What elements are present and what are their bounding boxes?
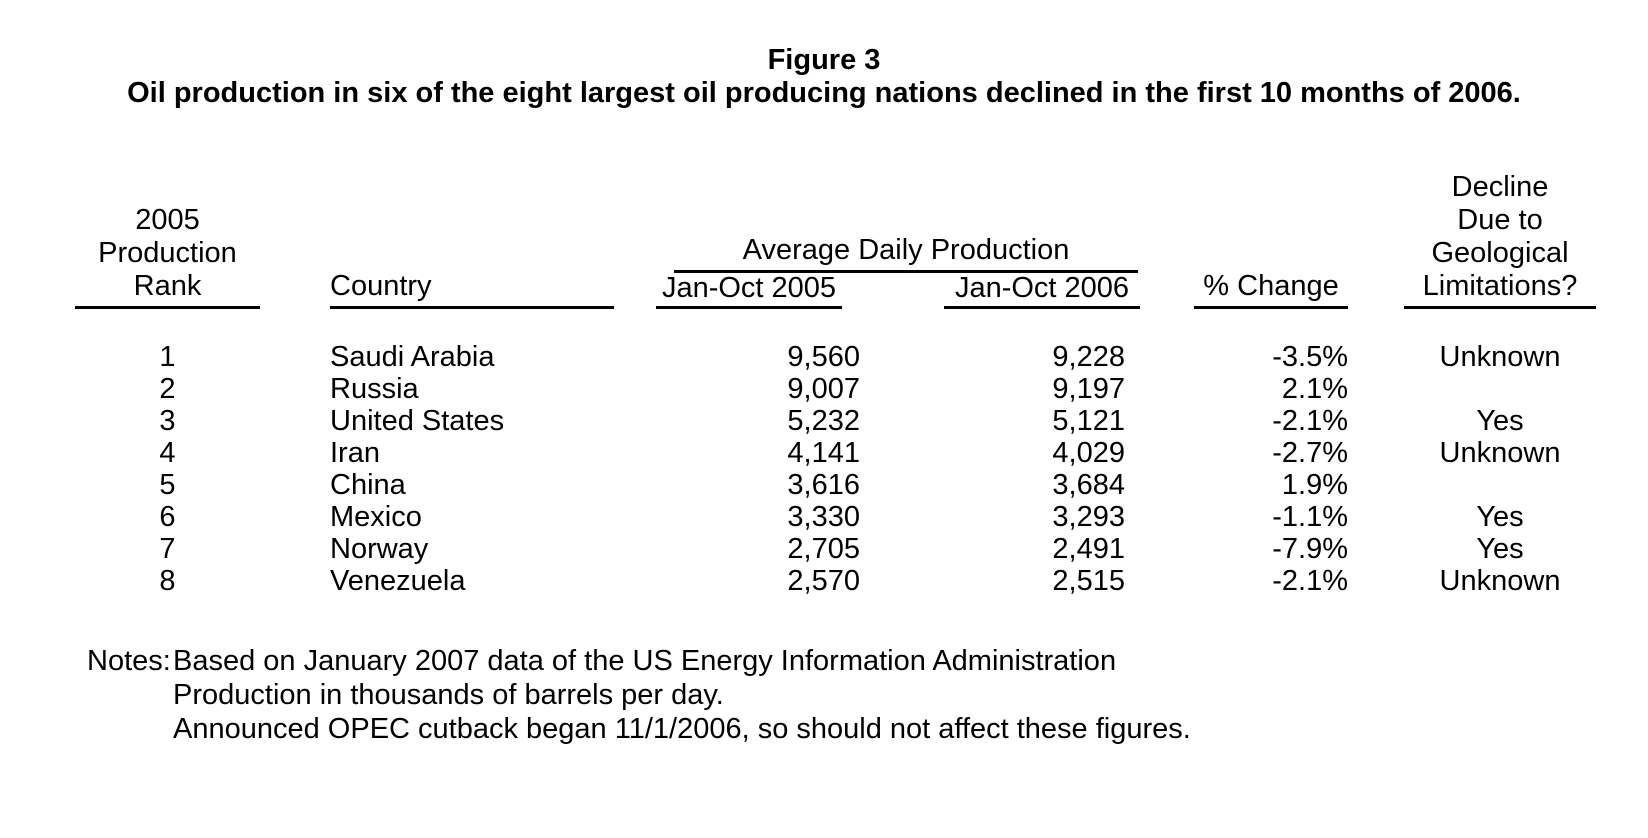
- adp-group-row: Average Daily Production: [614, 234, 1140, 273]
- percent-change-cell: 2.1%: [1281, 373, 1348, 405]
- rank-cell: 6: [159, 501, 176, 533]
- percent-change-cell: -7.9%: [1272, 533, 1348, 565]
- geological-limitations-cell: Yes: [1476, 501, 1524, 533]
- table-row: 7 Norway 2,705 2,491 -7.9% Yes: [75, 533, 1640, 565]
- country-cell: Iran: [330, 437, 380, 469]
- percent-change-cell: -2.1%: [1272, 565, 1348, 597]
- country-cell: China: [330, 469, 406, 501]
- rank-column-header: 2005 Production Rank: [75, 171, 260, 309]
- country-cell: Mexico: [330, 501, 422, 533]
- production-2006-cell: 2,515: [1052, 565, 1125, 597]
- rank-cell: 3: [159, 405, 176, 437]
- rank-cell: 2: [159, 373, 176, 405]
- rank-cell: 1: [159, 341, 176, 373]
- country-column-header: Country: [330, 171, 614, 309]
- percent-change-header-label: % Change: [1194, 270, 1348, 309]
- geological-limitations-cell: [1360, 469, 1640, 501]
- column-spacer: [260, 565, 330, 597]
- column-spacer: [260, 309, 330, 373]
- adp-subheader-row: Jan-Oct 2005 Jan-Oct 2006: [614, 273, 1140, 309]
- percent-change-cell: -1.1%: [1272, 501, 1348, 533]
- country-cell: United States: [330, 405, 505, 437]
- percent-change-cell: -3.5%: [1272, 341, 1348, 373]
- geological-limitations-cell: [1360, 373, 1640, 405]
- production-2005-cell: 4,141: [787, 437, 860, 469]
- note-text: Based on January 2007 data of the US Ene…: [173, 645, 1117, 677]
- country-cell: Saudi Arabia: [330, 341, 495, 373]
- geological-limitations-header-label: Decline Due to Geological Limitations?: [1404, 171, 1596, 309]
- table-row: 8 Venezuela 2,570 2,515 -2.1% Unknown: [75, 565, 1640, 597]
- note-line: Announced OPEC cutback began 11/1/2006, …: [173, 713, 1191, 745]
- production-2006-cell: 4,029: [1052, 437, 1125, 469]
- column-spacer: [260, 469, 330, 501]
- production-2005-cell: 3,330: [787, 501, 860, 533]
- table-row: 3 United States 5,232 5,121 -2.1% Yes: [75, 405, 1640, 437]
- table-row: 4 Iran 4,141 4,029 -2.7% Unknown: [75, 437, 1640, 469]
- geological-limitations-cell: Unknown: [1439, 437, 1561, 469]
- notes: Notes:Based on January 2007 data of the …: [87, 644, 1648, 746]
- percent-change-cell: -2.7%: [1272, 437, 1348, 469]
- production-2006-cell: 2,491: [1052, 533, 1125, 565]
- country-cell: Russia: [330, 373, 419, 405]
- notes-label: Notes:: [87, 645, 171, 677]
- percent-change-column-header: % Change: [1140, 171, 1360, 309]
- jan-oct-2006-header: Jan-Oct 2006: [944, 273, 1140, 309]
- column-spacer: [260, 405, 330, 437]
- country-header-label: Country: [330, 270, 614, 309]
- header-row: 2005 Production Rank Country Average Dai…: [75, 171, 1640, 309]
- percent-change-cell: 1.9%: [1281, 469, 1348, 501]
- column-spacer: [260, 437, 330, 469]
- table-row: 6 Mexico 3,330 3,293 -1.1% Yes: [75, 501, 1640, 533]
- production-2006-cell: 3,684: [1052, 469, 1125, 501]
- production-2006-cell: 5,121: [1052, 405, 1125, 437]
- figure-label: Figure 3: [767, 44, 881, 76]
- country-cell: Norway: [330, 533, 429, 565]
- geological-limitations-cell: Yes: [1476, 405, 1524, 437]
- table-body: 1 Saudi Arabia 9,560 9,228 -3.5% Unknown…: [75, 309, 1640, 597]
- geological-limitations-column-header: Decline Due to Geological Limitations?: [1360, 171, 1640, 309]
- column-spacer: [260, 373, 330, 405]
- table-header: 2005 Production Rank Country Average Dai…: [75, 171, 1640, 309]
- rank-header-label: 2005 Production Rank: [75, 204, 260, 309]
- figure-caption: Oil production in six of the eight large…: [127, 77, 1521, 109]
- production-2005-cell: 2,705: [787, 533, 860, 565]
- production-2006-cell: 9,197: [1052, 373, 1125, 405]
- geological-limitations-cell: Yes: [1476, 533, 1524, 565]
- column-spacer: [260, 501, 330, 533]
- production-2005-cell: 9,007: [787, 373, 860, 405]
- production-2006-cell: 3,293: [1052, 501, 1125, 533]
- production-2006-cell: 9,228: [1052, 341, 1125, 373]
- rank-cell: 5: [159, 469, 176, 501]
- table-row: 5 China 3,616 3,684 1.9%: [75, 469, 1640, 501]
- production-table: 2005 Production Rank Country Average Dai…: [75, 171, 1640, 597]
- geological-limitations-cell: Unknown: [1439, 565, 1561, 597]
- table-row: 2 Russia 9,007 9,197 2.1%: [75, 373, 1640, 405]
- jan-oct-2005-header: Jan-Oct 2005: [656, 273, 842, 309]
- note-line: Notes:Based on January 2007 data of the …: [87, 644, 1648, 678]
- column-spacer: [260, 171, 330, 309]
- table-row: 1 Saudi Arabia 9,560 9,228 -3.5% Unknown: [75, 309, 1640, 373]
- adp-group-label: Average Daily Production: [674, 234, 1138, 273]
- note-line: Production in thousands of barrels per d…: [173, 679, 724, 711]
- geological-limitations-cell: Unknown: [1439, 341, 1561, 373]
- production-2005-cell: 2,570: [787, 565, 860, 597]
- production-2005-cell: 3,616: [787, 469, 860, 501]
- column-spacer: [260, 533, 330, 565]
- rank-cell: 8: [159, 565, 176, 597]
- rank-cell: 7: [159, 533, 176, 565]
- average-daily-production-header-group: Average Daily Production Jan-Oct 2005 Ja…: [614, 171, 1140, 309]
- production-2005-cell: 5,232: [787, 405, 860, 437]
- rank-cell: 4: [159, 437, 176, 469]
- percent-change-cell: -2.1%: [1272, 405, 1348, 437]
- country-cell: Venezuela: [330, 565, 466, 597]
- production-2005-cell: 9,560: [787, 341, 860, 373]
- title-block: Figure 3 Oil production in six of the ei…: [0, 0, 1648, 110]
